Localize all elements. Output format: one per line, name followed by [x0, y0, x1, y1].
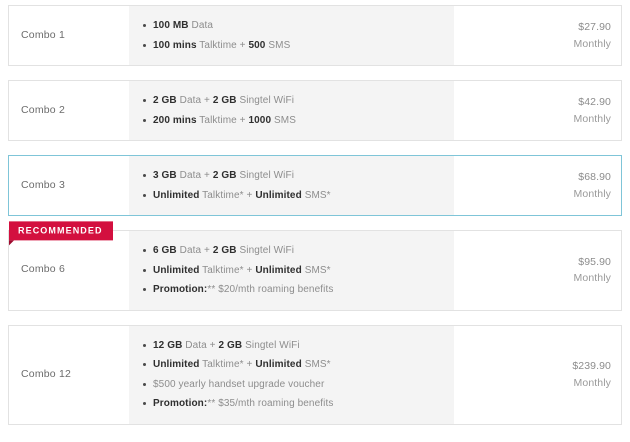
plan-feature-item: Promotion:** $35/mth roaming benefits [143, 394, 440, 414]
feature-text-segment: Unlimited [255, 189, 302, 201]
feature-text-segment: SMS [265, 39, 291, 51]
plan-name: Combo 6 [21, 263, 66, 276]
feature-text-segment: 100 mins [153, 39, 197, 51]
plan-feature-item: 100 mins Talktime + 500 SMS [143, 36, 440, 56]
plan-price-period: Monthly [573, 187, 611, 200]
plan-price-period: Monthly [573, 112, 611, 125]
feature-text-segment: Talktime* + [199, 264, 256, 276]
plan-price-column: $42.90 Monthly [454, 81, 621, 140]
plan-feature-item: Promotion:** $20/mth roaming benefits [143, 280, 440, 300]
plan-price-period: Monthly [573, 37, 611, 50]
recommended-badge: RECOMMENDED [9, 221, 113, 246]
plan-price: $27.90 [578, 21, 611, 34]
plan-card[interactable]: Combo 1 100 MB Data 100 mins Talktime + 50… [8, 5, 622, 66]
plan-feature-item: Unlimited Talktime* + Unlimited SMS* [143, 355, 440, 375]
feature-text-segment: 2 GB [218, 339, 243, 351]
plan-name-column: Combo 1 [9, 6, 129, 65]
plan-card[interactable]: RECOMMENDED Combo 6 6 GB Data + 2 GB Singt… [8, 221, 622, 311]
plan-price-period: Monthly [573, 272, 611, 285]
feature-text-segment: Data + [182, 339, 219, 351]
feature-text-segment: 2 GB [212, 170, 237, 181]
plan-price: $95.90 [578, 255, 611, 268]
feature-text-segment: SMS [271, 114, 296, 126]
feature-text-segment: 2 GB [212, 95, 237, 106]
feature-text-segment: Unlimited [153, 189, 200, 201]
plan-price-period: Monthly [573, 376, 611, 389]
plan-feature-item: Unlimited Talktime* + Unlimited SMS* [143, 186, 440, 206]
plan-price-column: $27.90 Monthly [454, 6, 621, 65]
feature-text-segment: Talktime + [196, 114, 249, 126]
feature-text-segment: 6 GB [153, 245, 177, 256]
feature-text-segment: 3 GB [153, 170, 177, 181]
plan-name-column: Combo 3 [9, 156, 129, 215]
feature-text-segment: ** $35/mth roaming benefits [207, 398, 334, 409]
feature-text-segment: Unlimited [255, 264, 302, 276]
feature-text-segment: 2 GB [212, 245, 237, 256]
plan-feature-item: 200 mins Talktime + 1000 SMS [143, 111, 440, 131]
plan-name-column: Combo 12 [9, 325, 129, 424]
feature-text-segment: Talktime* + [199, 359, 256, 370]
feature-text-segment: Singtel WiFi [236, 245, 295, 256]
plan-feature-item: $500 yearly handset upgrade voucher [143, 375, 440, 395]
plan-card[interactable]: Combo 12 12 GB Data + 2 GB Singtel WiFi Un… [8, 324, 622, 425]
feature-text-segment: SMS* [301, 189, 331, 201]
plan-feature-item: 100 MB Data [143, 16, 440, 36]
plan-name-column: Combo 2 [9, 81, 129, 140]
feature-text-segment: Data + [176, 245, 213, 256]
feature-text-segment: 200 mins [153, 114, 197, 126]
plan-feature-item: 3 GB Data + 2 GB Singtel WiFi [143, 166, 440, 186]
feature-text-segment: Promotion: [153, 284, 208, 295]
feature-text-segment: Singtel WiFi [236, 170, 295, 181]
plan-price-column: $239.90 Monthly [454, 325, 621, 424]
feature-text-segment: 2 GB [153, 95, 177, 106]
plan-price-column: $95.90 Monthly [454, 231, 621, 310]
feature-text-segment: 1000 [248, 114, 272, 126]
feature-text-segment: Data + [176, 170, 213, 181]
plan-feature-item: 2 GB Data + 2 GB Singtel WiFi [143, 91, 440, 111]
plan-price-column: $68.90 Monthly [454, 156, 621, 215]
feature-text-segment: Data + [176, 95, 213, 106]
plan-price: $68.90 [578, 171, 611, 184]
feature-text-segment: Singtel WiFi [236, 95, 295, 106]
plan-name: Combo 1 [21, 28, 66, 41]
feature-text-segment: Promotion: [153, 398, 208, 409]
plan-features-column: 3 GB Data + 2 GB Singtel WiFi Unlimited T… [129, 156, 454, 215]
feature-text-segment: Unlimited [255, 359, 302, 370]
feature-text-segment: $500 yearly handset upgrade voucher [153, 378, 325, 390]
feature-text-segment: SMS* [301, 264, 331, 276]
feature-text-segment: 12 GB [153, 339, 183, 351]
feature-text-segment: 100 MB [153, 20, 189, 31]
feature-text-segment: Unlimited [153, 359, 200, 370]
plan-name: Combo 12 [21, 367, 72, 380]
plan-features-column: 12 GB Data + 2 GB Singtel WiFi Unlimited … [129, 325, 454, 424]
feature-text-segment: Unlimited [153, 264, 200, 276]
plan-features-column: 100 MB Data 100 mins Talktime + 500 SMS [129, 6, 454, 65]
plan-feature-list: 2 GB Data + 2 GB Singtel WiFi 200 mins Ta… [139, 91, 440, 130]
plan-price: $239.90 [572, 360, 611, 373]
plan-feature-list: 6 GB Data + 2 GB Singtel WiFi Unlimited T… [139, 241, 440, 300]
plan-feature-item: 12 GB Data + 2 GB Singtel WiFi [143, 336, 440, 356]
feature-text-segment: ** $20/mth roaming benefits [207, 284, 334, 295]
plan-price: $42.90 [578, 96, 611, 109]
plan-feature-item: Unlimited Talktime* + Unlimited SMS* [143, 261, 440, 281]
plan-name: Combo 3 [21, 178, 66, 191]
feature-text-segment: Data [188, 20, 214, 31]
feature-text-segment: Talktime* + [199, 189, 256, 201]
feature-text-segment: Singtel WiFi [242, 339, 300, 351]
plan-name-column: Combo 6 [9, 231, 129, 310]
plan-features-column: 2 GB Data + 2 GB Singtel WiFi 200 mins Ta… [129, 81, 454, 140]
plan-name: Combo 2 [21, 103, 66, 116]
plan-feature-item: 6 GB Data + 2 GB Singtel WiFi [143, 241, 440, 261]
feature-text-segment: 500 [248, 39, 266, 51]
plan-features-column: 6 GB Data + 2 GB Singtel WiFi Unlimited T… [129, 231, 454, 310]
plan-feature-list: 3 GB Data + 2 GB Singtel WiFi Unlimited T… [139, 166, 440, 205]
feature-text-segment: SMS* [301, 359, 331, 370]
plan-feature-list: 100 MB Data 100 mins Talktime + 500 SMS [139, 16, 440, 55]
plan-feature-list: 12 GB Data + 2 GB Singtel WiFi Unlimited … [139, 336, 440, 414]
feature-text-segment: Talktime + [196, 39, 249, 51]
